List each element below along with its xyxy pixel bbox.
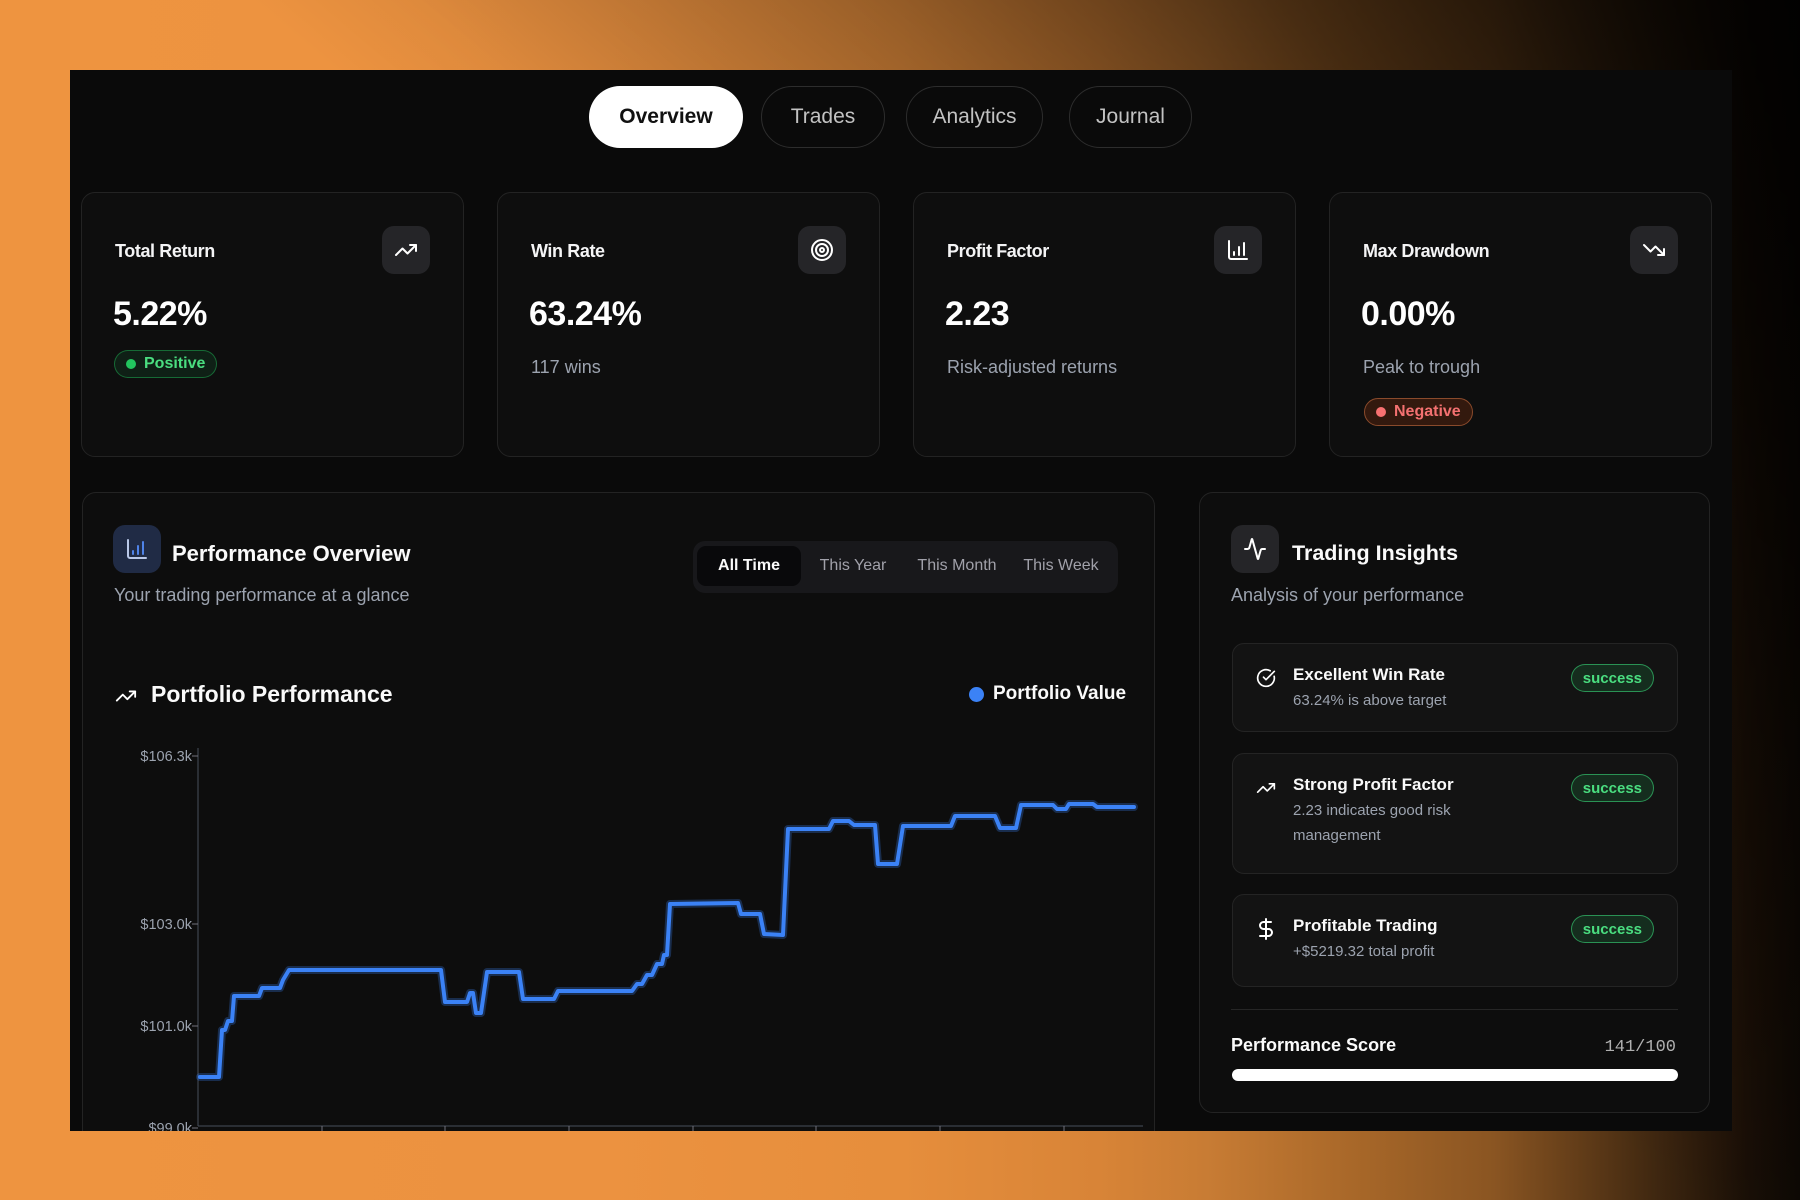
svg-text:$99.0k: $99.0k: [148, 1121, 192, 1131]
svg-text:$101.0k: $101.0k: [140, 1019, 192, 1035]
svg-text:$103.0k: $103.0k: [140, 917, 192, 933]
svg-text:$106.3k: $106.3k: [140, 749, 192, 765]
